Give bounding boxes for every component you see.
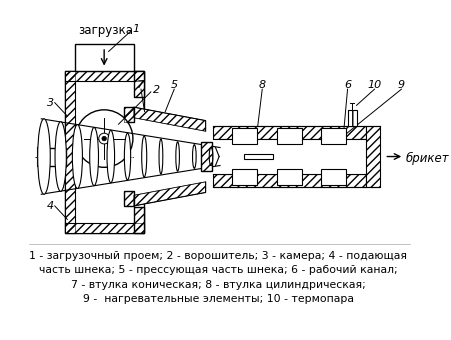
Bar (124, 191, 133, 206)
Bar (133, 71, 143, 97)
Ellipse shape (159, 139, 162, 174)
Text: 8: 8 (258, 80, 265, 90)
Bar (201, 142, 212, 171)
Bar (244, 154, 272, 159)
Text: 9 -  нагревательные элементы; 10 - термопара: 9 - нагревательные элементы; 10 - термоп… (83, 294, 353, 304)
Text: часть шнека; 5 - прессующая часть шнека; 6 - рабочий канал;: часть шнека; 5 - прессующая часть шнека;… (39, 265, 397, 275)
Circle shape (101, 136, 106, 141)
Bar (133, 207, 143, 233)
Ellipse shape (37, 119, 50, 194)
Bar (212, 126, 365, 139)
Bar (74, 44, 133, 71)
Text: 3: 3 (46, 98, 54, 108)
Bar (133, 71, 143, 97)
Bar (365, 126, 379, 187)
Bar (347, 110, 356, 126)
Bar (320, 128, 345, 144)
Bar (212, 139, 365, 174)
Text: 4: 4 (46, 201, 54, 211)
Bar (64, 223, 143, 233)
Bar (64, 71, 143, 233)
Ellipse shape (72, 124, 82, 188)
Text: 1 - загрузочный проем; 2 - ворошитель; 3 - камера; 4 - подающая: 1 - загрузочный проем; 2 - ворошитель; 3… (29, 251, 406, 261)
Bar (276, 169, 301, 185)
Ellipse shape (141, 136, 147, 177)
Text: 6: 6 (343, 80, 350, 90)
Ellipse shape (55, 122, 66, 191)
Bar (212, 126, 365, 139)
Bar (124, 107, 133, 122)
Polygon shape (133, 182, 205, 206)
Bar (347, 110, 356, 126)
Bar (232, 128, 257, 144)
Text: 1: 1 (133, 24, 140, 34)
Bar (64, 71, 74, 233)
Text: загрузка: загрузка (78, 24, 133, 37)
Ellipse shape (209, 148, 212, 166)
Text: 7: 7 (137, 80, 144, 90)
Ellipse shape (175, 142, 179, 171)
Bar (133, 207, 143, 233)
Ellipse shape (89, 128, 98, 186)
Bar (201, 142, 212, 171)
Text: 5: 5 (170, 80, 177, 90)
Text: 9: 9 (397, 80, 404, 90)
Ellipse shape (192, 145, 196, 168)
Bar (124, 191, 133, 206)
Circle shape (99, 133, 109, 144)
Polygon shape (133, 107, 205, 131)
Bar (64, 71, 143, 81)
Circle shape (75, 110, 133, 167)
Bar (320, 169, 345, 185)
Bar (276, 128, 301, 144)
Bar (64, 71, 143, 81)
Bar (212, 174, 365, 187)
Text: 10: 10 (367, 80, 381, 90)
Ellipse shape (107, 130, 114, 183)
Bar (232, 169, 257, 185)
Text: брикет: брикет (405, 152, 449, 165)
Bar (64, 71, 74, 233)
Polygon shape (133, 118, 205, 195)
Bar (64, 223, 143, 233)
Ellipse shape (124, 133, 130, 180)
Bar (212, 174, 365, 187)
Bar (37, 148, 66, 166)
Bar (365, 126, 379, 187)
Text: 7 - втулка коническая; 8 - втулка цилиндрическая;: 7 - втулка коническая; 8 - втулка цилинд… (71, 279, 365, 290)
Text: 2: 2 (152, 85, 159, 95)
Bar (124, 107, 133, 122)
